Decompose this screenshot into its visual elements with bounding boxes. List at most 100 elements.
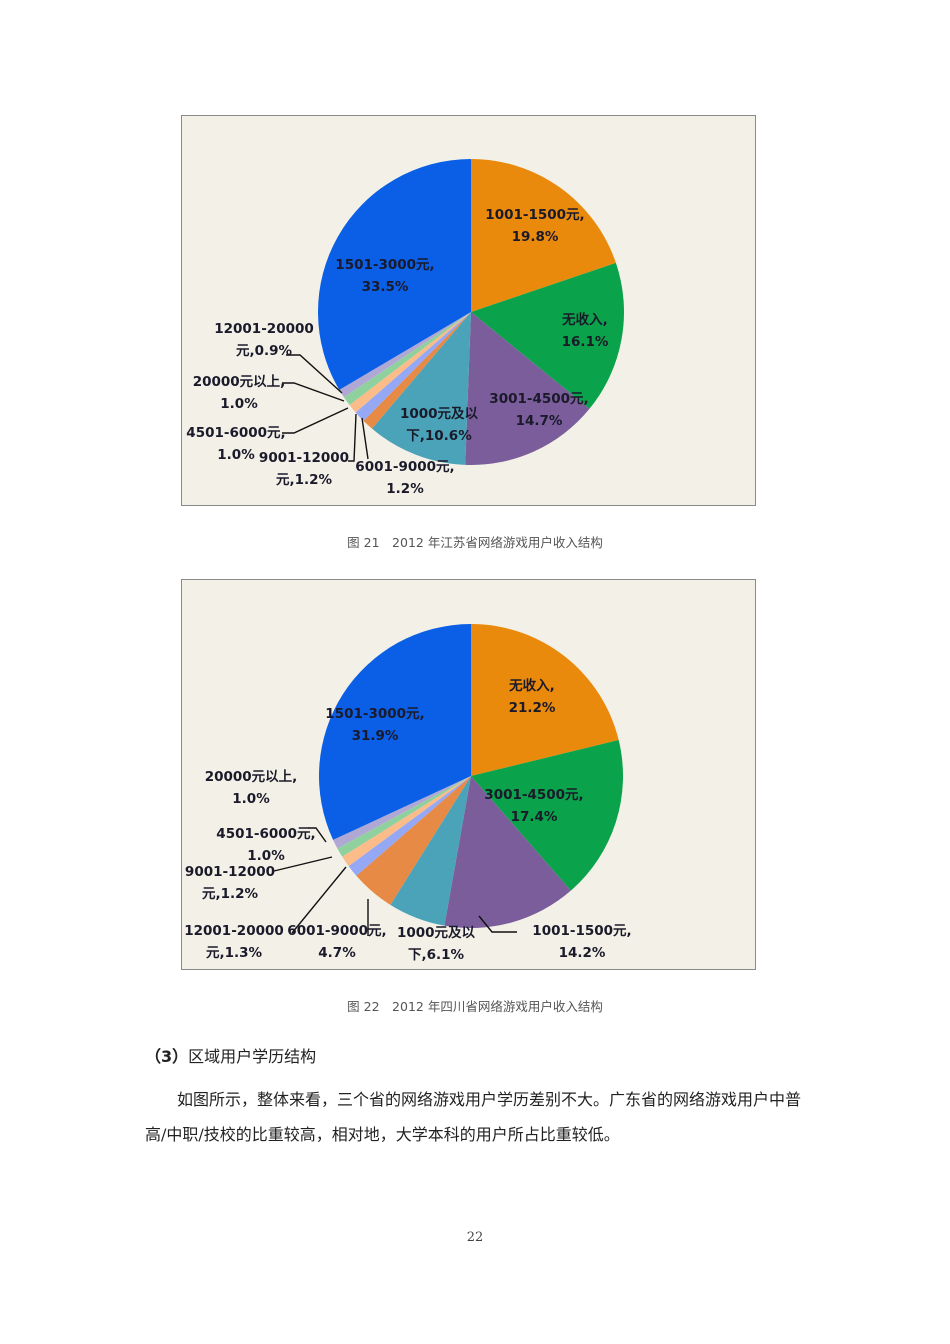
- slice-data-label: 3001-4500元, 14.7%: [489, 388, 588, 432]
- pie-svg: [273, 624, 624, 936]
- leader-line: [308, 827, 327, 843]
- slice-data-label: 6001-9000元, 1.2%: [355, 456, 454, 500]
- figure-22-pie-chart: 无收入, 21.2% 3001-4500元, 17.4% 1001-1500元, 14.2…: [181, 579, 756, 970]
- slice-category-text: 6001-9000元,: [287, 923, 387, 939]
- slice-category-text: 1001-1500元,: [532, 923, 632, 939]
- slice-value-text: 14.7%: [515, 413, 563, 429]
- slice-data-label: 9001-12000 元,1.2%: [259, 447, 349, 491]
- slice-data-label: 无收入, 16.1%: [562, 309, 609, 353]
- pie-slice: [465, 312, 590, 465]
- slice-value-text: 21.2%: [508, 700, 556, 716]
- slice-category-text: 4501-6000元,: [186, 425, 286, 441]
- slice-category-text: 9001-12000: [258, 450, 350, 466]
- pie-slice: [342, 776, 471, 867]
- pie-slice: [348, 776, 471, 876]
- slice-value-text: 元,1.2%: [275, 472, 333, 488]
- slice-value-text: 1.0%: [217, 447, 255, 463]
- slice-data-label: 1000元及以 下,10.6%: [400, 403, 478, 447]
- slice-data-label: 4501-6000元, 1.0%: [216, 823, 315, 867]
- slice-data-label: 12001-20000 元,1.3%: [184, 920, 284, 964]
- pie-slice: [337, 776, 471, 857]
- body-paragraph: 如图所示，整体来看，三个省的网络游戏用户学历差别不大。广东省的网络游戏用户中普高…: [145, 1090, 802, 1144]
- pie-slice: [444, 776, 571, 928]
- slice-category-text: 12001-20000: [184, 923, 284, 939]
- pie-slice: [318, 624, 471, 840]
- section-heading-number: （3）: [145, 1047, 189, 1066]
- slice-category-text: 9001-12000: [184, 864, 276, 880]
- slice-data-label: 20000元以上, 1.0%: [193, 371, 286, 415]
- slice-category-text: 4501-6000元,: [216, 826, 316, 842]
- slice-category-text: 3001-4500元,: [484, 787, 584, 803]
- slice-value-text: 下,10.6%: [406, 428, 472, 444]
- slice-category-text: 无收入,: [509, 678, 555, 694]
- slice-value-text: 元,1.3%: [205, 945, 263, 961]
- section-heading: （3）区域用户学历结构: [145, 1043, 316, 1067]
- slice-data-label: 1501-3000元, 31.9%: [325, 703, 424, 747]
- slice-category-text: 12001-20000: [214, 321, 314, 337]
- pie-slice: [355, 312, 471, 421]
- slice-value-text: 4.7%: [318, 945, 356, 961]
- pie-slice: [363, 312, 471, 429]
- slice-value-text: 31.9%: [351, 728, 399, 744]
- slice-data-label: 1001-1500元, 19.8%: [485, 204, 584, 248]
- figure-21-pie-chart: 1001-1500元, 19.8% 无收入, 16.1% 3001-4500元, 14.7…: [181, 115, 756, 506]
- leader-line: [348, 413, 357, 462]
- pie-slice: [343, 312, 471, 406]
- pie-slice: [471, 262, 625, 409]
- slice-value-text: 17.4%: [510, 809, 558, 825]
- slice-value-text: 元,1.2%: [201, 886, 259, 902]
- pie-slice: [339, 312, 471, 398]
- pie-slice: [333, 776, 471, 849]
- leader-line: [273, 856, 333, 872]
- leader-line: [478, 915, 517, 933]
- slice-value-text: 33.5%: [361, 279, 409, 295]
- slice-value-text: 1.0%: [247, 848, 285, 864]
- slice-data-label: 20000元以上, 1.0%: [205, 766, 298, 810]
- slice-data-label: 1000元及以 下,6.1%: [397, 922, 475, 966]
- pie-slice: [471, 624, 619, 776]
- slice-data-label: 3001-4500元, 17.4%: [484, 784, 583, 828]
- slice-value-text: 14.2%: [558, 945, 606, 961]
- pie-slice: [372, 312, 471, 465]
- pie-slice: [471, 740, 624, 891]
- slice-category-text: 1001-1500元,: [485, 207, 585, 223]
- leader-line: [291, 866, 347, 934]
- slice-value-text: 16.1%: [561, 334, 609, 350]
- slice-value-text: 下,6.1%: [407, 947, 465, 963]
- leader-line: [282, 382, 345, 402]
- slice-data-label: 9001-12000 元,1.2%: [185, 861, 275, 905]
- leader-line: [361, 417, 369, 460]
- slice-data-label: 1001-1500元, 14.2%: [532, 920, 631, 964]
- slice-category-text: 1501-3000元,: [325, 706, 425, 722]
- slice-data-label: 4501-6000元, 1.0%: [186, 422, 285, 466]
- section-heading-text: 区域用户学历结构: [188, 1047, 317, 1066]
- leader-line: [282, 407, 349, 434]
- slice-data-label: 6001-9000元, 4.7%: [287, 920, 386, 964]
- slice-value-text: 1.0%: [232, 791, 270, 807]
- figure-21-caption: 图 21 2012 年江苏省网络游戏用户收入结构: [347, 535, 603, 550]
- slice-value-text: 1.0%: [220, 396, 258, 412]
- slice-category-text: 6001-9000元,: [355, 459, 455, 475]
- slice-category-text: 1501-3000元,: [335, 257, 435, 273]
- slice-data-label: 1501-3000元, 33.5%: [335, 254, 434, 298]
- leader-line: [286, 354, 343, 394]
- slice-category-text: 1000元及以: [399, 406, 479, 422]
- slice-category-text: 20000元以上,: [192, 374, 286, 390]
- pie-slice: [390, 776, 471, 926]
- slice-value-text: 19.8%: [511, 229, 559, 245]
- slice-data-label: 12001-20000 元,0.9%: [214, 318, 314, 362]
- pie-slice: [318, 159, 471, 390]
- pie-slice: [471, 159, 616, 312]
- slice-category-text: 20000元以上,: [204, 769, 298, 785]
- slice-value-text: 1.2%: [386, 481, 424, 497]
- page-number: 22: [466, 1230, 484, 1245]
- slice-category-text: 3001-4500元,: [489, 391, 589, 407]
- slice-value-text: 元,0.9%: [235, 343, 293, 359]
- slice-category-text: 无收入,: [562, 312, 608, 328]
- pie-svg: [282, 159, 625, 465]
- figure-22-caption: 图 22 2012 年四川省网络游戏用户收入结构: [347, 999, 603, 1014]
- pie-slice: [356, 776, 471, 905]
- slice-category-text: 1000元及以: [396, 925, 476, 941]
- slice-data-label: 无收入, 21.2%: [509, 675, 556, 719]
- pie-slice: [349, 312, 471, 413]
